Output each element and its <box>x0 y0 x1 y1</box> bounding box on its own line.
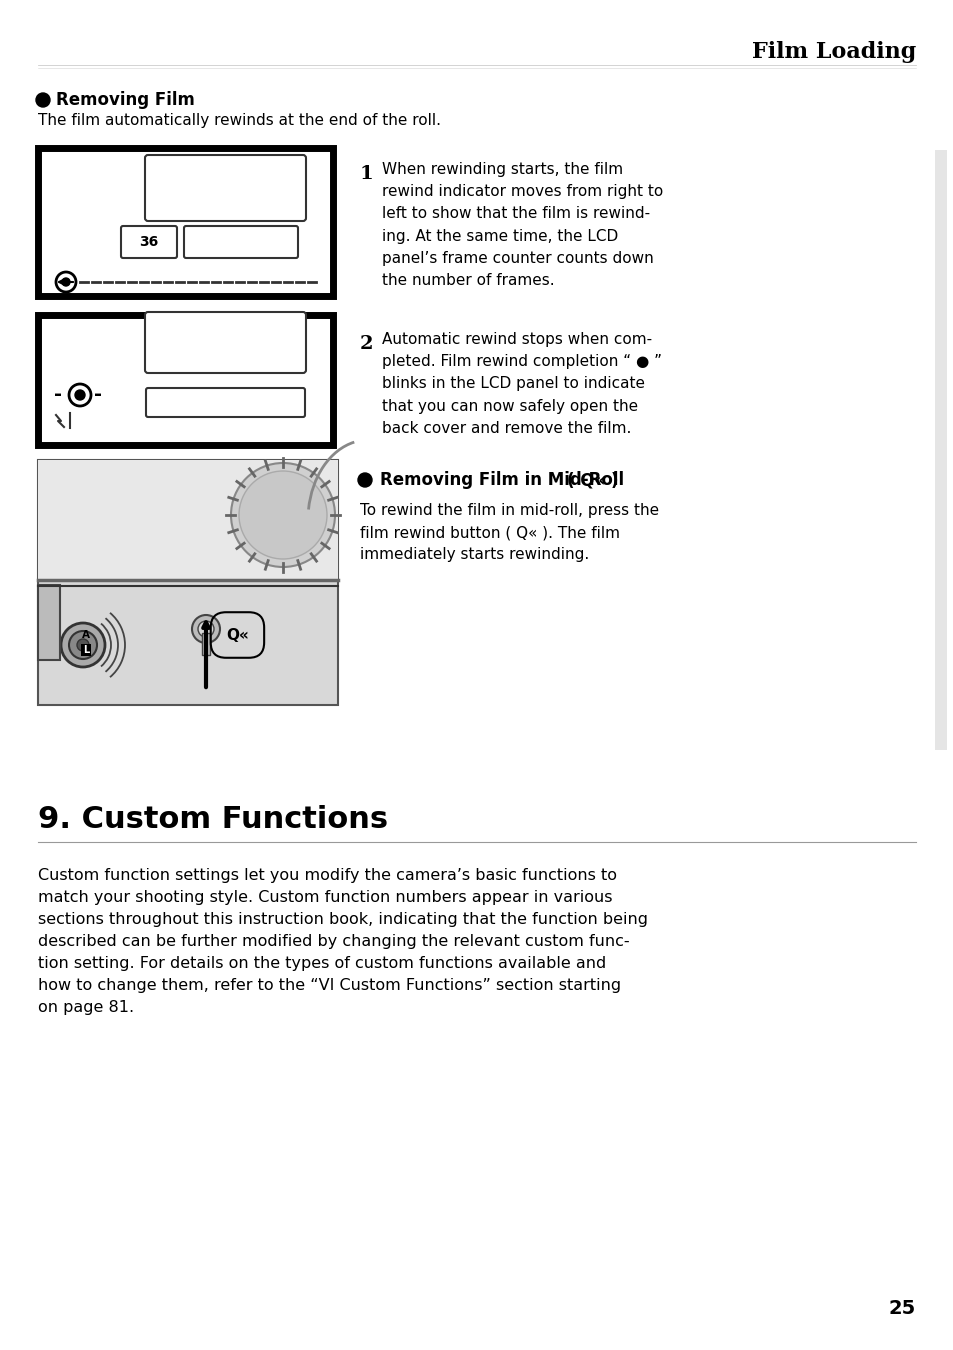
Text: Automatic rewind stops when com-
pleted. Film rewind completion “ ● ”
blinks in : Automatic rewind stops when com- pleted.… <box>381 332 661 436</box>
Circle shape <box>192 616 220 643</box>
Circle shape <box>36 93 50 107</box>
Circle shape <box>198 621 213 637</box>
Bar <box>38 460 337 705</box>
Text: 2: 2 <box>359 335 374 352</box>
Circle shape <box>77 639 89 651</box>
Bar <box>934 150 946 751</box>
Circle shape <box>69 630 97 659</box>
Text: -: - <box>94 386 102 405</box>
Bar <box>202 633 210 655</box>
Text: Custom function settings let you modify the camera’s basic functions to
match yo: Custom function settings let you modify … <box>38 868 647 1015</box>
Circle shape <box>239 471 327 559</box>
Text: L: L <box>83 645 89 655</box>
Text: -: - <box>54 386 62 405</box>
Bar <box>38 148 333 296</box>
FancyBboxPatch shape <box>146 387 305 417</box>
Bar <box>38 315 333 446</box>
FancyBboxPatch shape <box>184 225 297 258</box>
FancyBboxPatch shape <box>145 312 306 373</box>
Text: The film automatically rewinds at the end of the roll.: The film automatically rewinds at the en… <box>38 112 440 127</box>
Circle shape <box>61 622 105 667</box>
Circle shape <box>231 463 335 567</box>
Text: Removing Film: Removing Film <box>56 90 194 109</box>
Text: 9. Custom Functions: 9. Custom Functions <box>38 806 388 834</box>
Text: 25: 25 <box>888 1299 915 1318</box>
Text: 1: 1 <box>359 165 374 184</box>
Text: To rewind the film in mid-roll, press the
film rewind button ( Q« ). The film
im: To rewind the film in mid-roll, press th… <box>359 504 659 563</box>
FancyBboxPatch shape <box>121 225 177 258</box>
Text: A: A <box>82 630 90 640</box>
Circle shape <box>357 472 372 487</box>
Text: When rewinding starts, the film
rewind indicator moves from right to
left to sho: When rewinding starts, the film rewind i… <box>381 162 662 288</box>
Bar <box>38 460 337 580</box>
Text: 36: 36 <box>139 235 158 248</box>
Bar <box>38 585 60 660</box>
Text: Q«: Q« <box>226 628 249 643</box>
Circle shape <box>62 278 70 286</box>
Text: Film Loading: Film Loading <box>751 40 915 63</box>
Text: Removing Film in Mid-Roll: Removing Film in Mid-Roll <box>379 471 623 489</box>
Text: ( Q« ): ( Q« ) <box>567 471 618 489</box>
FancyBboxPatch shape <box>145 155 306 221</box>
Circle shape <box>75 390 85 400</box>
